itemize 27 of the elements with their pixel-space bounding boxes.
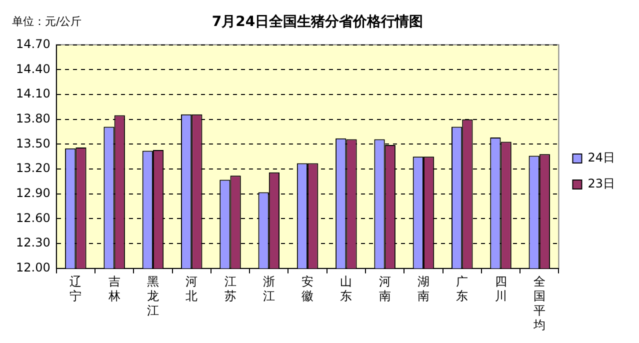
y-tick-label: 12.00	[16, 260, 50, 275]
x-tick-label: 河南	[378, 274, 391, 304]
chart-title: 7月24日全国生猪分省价格行情图	[212, 14, 424, 30]
x-tick-label: 江苏	[224, 274, 236, 304]
x-tick-label: 吉林	[107, 274, 120, 304]
x-tick-label: 全国平均	[532, 274, 546, 332]
legend-label: 23日	[588, 176, 616, 191]
legend-label: 24日	[588, 150, 616, 165]
y-tick-label: 12.60	[16, 210, 50, 225]
x-tick-label: 湖南	[417, 274, 430, 304]
y-tick-label: 13.80	[16, 111, 50, 126]
x-tick-label: 浙江	[262, 274, 275, 304]
y-axis-title: 单位：元/公斤	[12, 14, 82, 28]
y-tick-label: 13.20	[16, 161, 50, 176]
y-tick-label: 12.30	[16, 236, 50, 250]
x-tick-label: 黑龙江	[146, 274, 159, 318]
y-tick-label: 13.50	[16, 136, 50, 150]
x-tick-label: 山东	[340, 274, 352, 304]
y-tick-label: 14.40	[16, 62, 50, 76]
x-tick-label: 辽宁	[70, 274, 82, 304]
x-tick-label: 河北	[186, 274, 198, 304]
y-tick-label: 14.70	[16, 36, 50, 51]
x-tick-label: 广东	[456, 274, 468, 304]
y-tick-label: 12.90	[16, 186, 50, 200]
y-tick-label: 14.10	[16, 86, 50, 101]
x-tick-label: 安徽	[302, 274, 314, 304]
x-tick-label: 四川	[494, 274, 507, 304]
